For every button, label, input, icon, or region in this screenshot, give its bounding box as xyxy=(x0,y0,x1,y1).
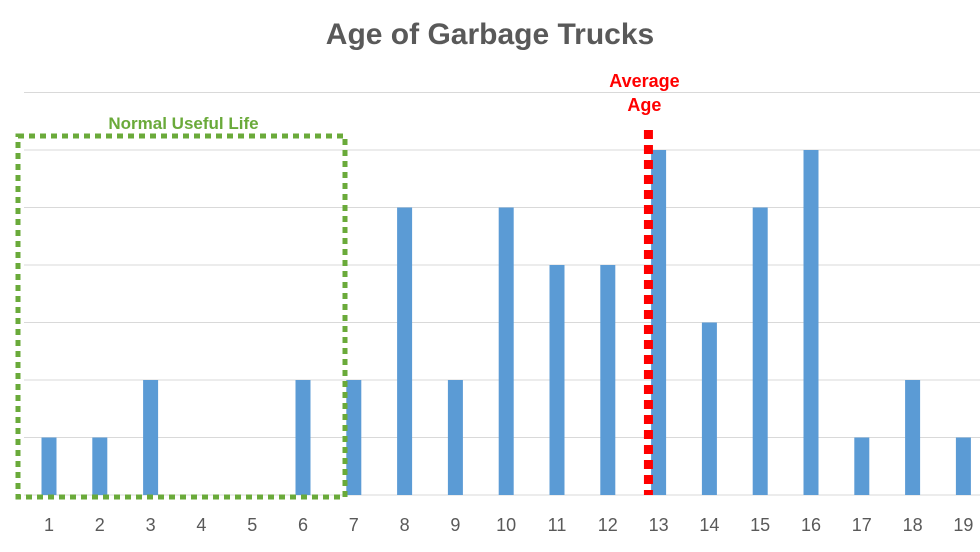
bar-10 xyxy=(498,207,514,495)
useful-life-label: Normal Useful Life xyxy=(108,114,258,133)
bar-15 xyxy=(752,207,768,495)
bar-6 xyxy=(295,380,311,495)
average-label-line1: Average xyxy=(609,71,679,91)
x-tick-label: 8 xyxy=(400,515,410,535)
x-tick-label: 10 xyxy=(496,515,516,535)
useful-life-box xyxy=(15,133,348,500)
x-tick-label: 16 xyxy=(801,515,821,535)
x-tick-label: 18 xyxy=(903,515,923,535)
bar-11 xyxy=(549,265,565,495)
x-tick-label: 6 xyxy=(298,515,308,535)
x-tick-labels: 1 2 3 4 5 6 7 8 9 10 11 12 13 14 15 16 17 18 19 xyxy=(44,515,973,535)
x-tick-label: 2 xyxy=(95,515,105,535)
bar-2 xyxy=(92,437,108,495)
bar-13 xyxy=(651,150,667,495)
x-tick-label: 5 xyxy=(247,515,257,535)
bar-8 xyxy=(397,207,413,495)
x-tick-label: 4 xyxy=(196,515,206,535)
x-tick-label: 3 xyxy=(146,515,156,535)
x-tick-label: 12 xyxy=(598,515,618,535)
x-tick-label: 11 xyxy=(548,515,567,535)
bar-3 xyxy=(143,380,159,495)
bar-18 xyxy=(905,380,921,495)
bar-1 xyxy=(41,437,57,495)
x-tick-label: 13 xyxy=(649,515,669,535)
x-tick-label: 9 xyxy=(450,515,460,535)
x-tick-label: 1 xyxy=(44,515,54,535)
bar-12 xyxy=(600,265,616,495)
bar-14 xyxy=(701,322,717,495)
x-tick-label: 17 xyxy=(852,515,872,535)
bar-16 xyxy=(803,150,819,495)
average-label-line2: Age xyxy=(627,95,661,115)
x-tick-label: 14 xyxy=(699,515,719,535)
bar-17 xyxy=(854,437,870,495)
x-tick-label: 19 xyxy=(953,515,973,535)
bar-9 xyxy=(447,380,463,495)
x-tick-label: 15 xyxy=(750,515,770,535)
bar-7 xyxy=(346,380,362,495)
chart-title: Age of Garbage Trucks xyxy=(325,18,655,51)
x-tick-label: 7 xyxy=(349,515,359,535)
bar-19 xyxy=(955,437,971,495)
bars xyxy=(41,150,971,495)
